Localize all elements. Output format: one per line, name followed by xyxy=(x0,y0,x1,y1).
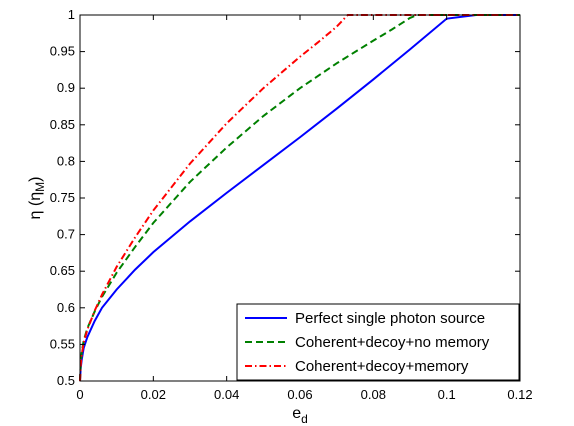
x-tick-label: 0 xyxy=(76,387,83,402)
y-tick-label: 0.95 xyxy=(50,44,75,59)
y-tick-label: 0.65 xyxy=(50,263,75,278)
x-tick-label: 0.1 xyxy=(438,387,456,402)
y-tick-label: 0.8 xyxy=(57,153,75,168)
legend-label-2: Coherent+decoy+no memory xyxy=(295,334,490,351)
y-tick-label: 0.75 xyxy=(50,190,75,205)
x-axis-label: ed xyxy=(292,405,308,426)
y-tick-label: 0.9 xyxy=(57,80,75,95)
y-tick-label: 0.6 xyxy=(57,300,75,315)
y-axis-label: η (ηM) xyxy=(27,177,47,220)
x-tick-label: 0.12 xyxy=(507,387,532,402)
x-tick-label: 0.08 xyxy=(361,387,386,402)
legend-label-1: Perfect single photon source xyxy=(295,310,485,327)
y-tick-label: 0.55 xyxy=(50,336,75,351)
series-line-3 xyxy=(79,14,520,382)
x-tick-label: 0.06 xyxy=(287,387,312,402)
ticks-layer: 0 0.02 0.04 0.06 0.08 0.1 0.12 0.5 0.55 0.6 0.65 0.… xyxy=(50,7,533,402)
y-tick-label: 1 xyxy=(68,7,75,22)
x-tick-label: 0.04 xyxy=(214,387,239,402)
y-tick-label: 0.5 xyxy=(57,373,75,388)
legend-label-3: Coherent+decoy+memory xyxy=(295,358,469,375)
legend: Perfect single photon source Coherent+dec… xyxy=(236,303,520,381)
y-tick-label: 0.85 xyxy=(50,117,75,132)
y-tick-label: 0.7 xyxy=(57,227,75,242)
x-tick-label: 0.02 xyxy=(141,387,166,402)
